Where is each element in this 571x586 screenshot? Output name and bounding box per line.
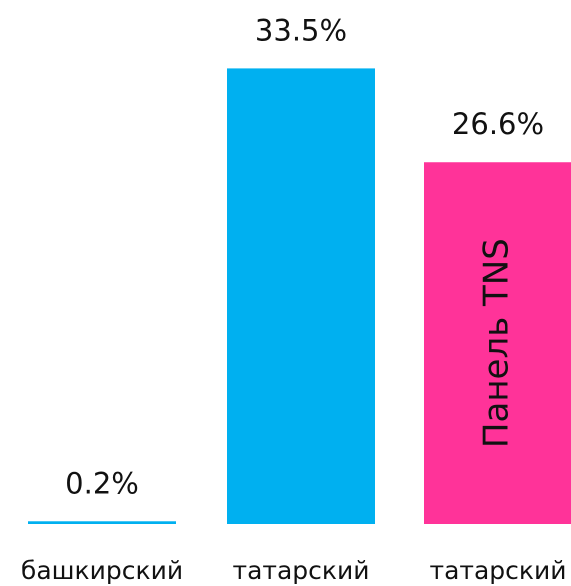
annotation: Панель TNS [477, 238, 517, 448]
x-tick-label: татарский [430, 556, 567, 585]
bar [227, 68, 375, 525]
bar [424, 162, 571, 525]
x-tick-label: башкирский [21, 556, 183, 585]
x-tick-label: татарский [233, 556, 370, 585]
value-label: 33.5% [255, 13, 347, 47]
bar [28, 521, 176, 524]
value-label: 26.6% [452, 107, 544, 141]
value-label: 0.2% [65, 466, 139, 500]
